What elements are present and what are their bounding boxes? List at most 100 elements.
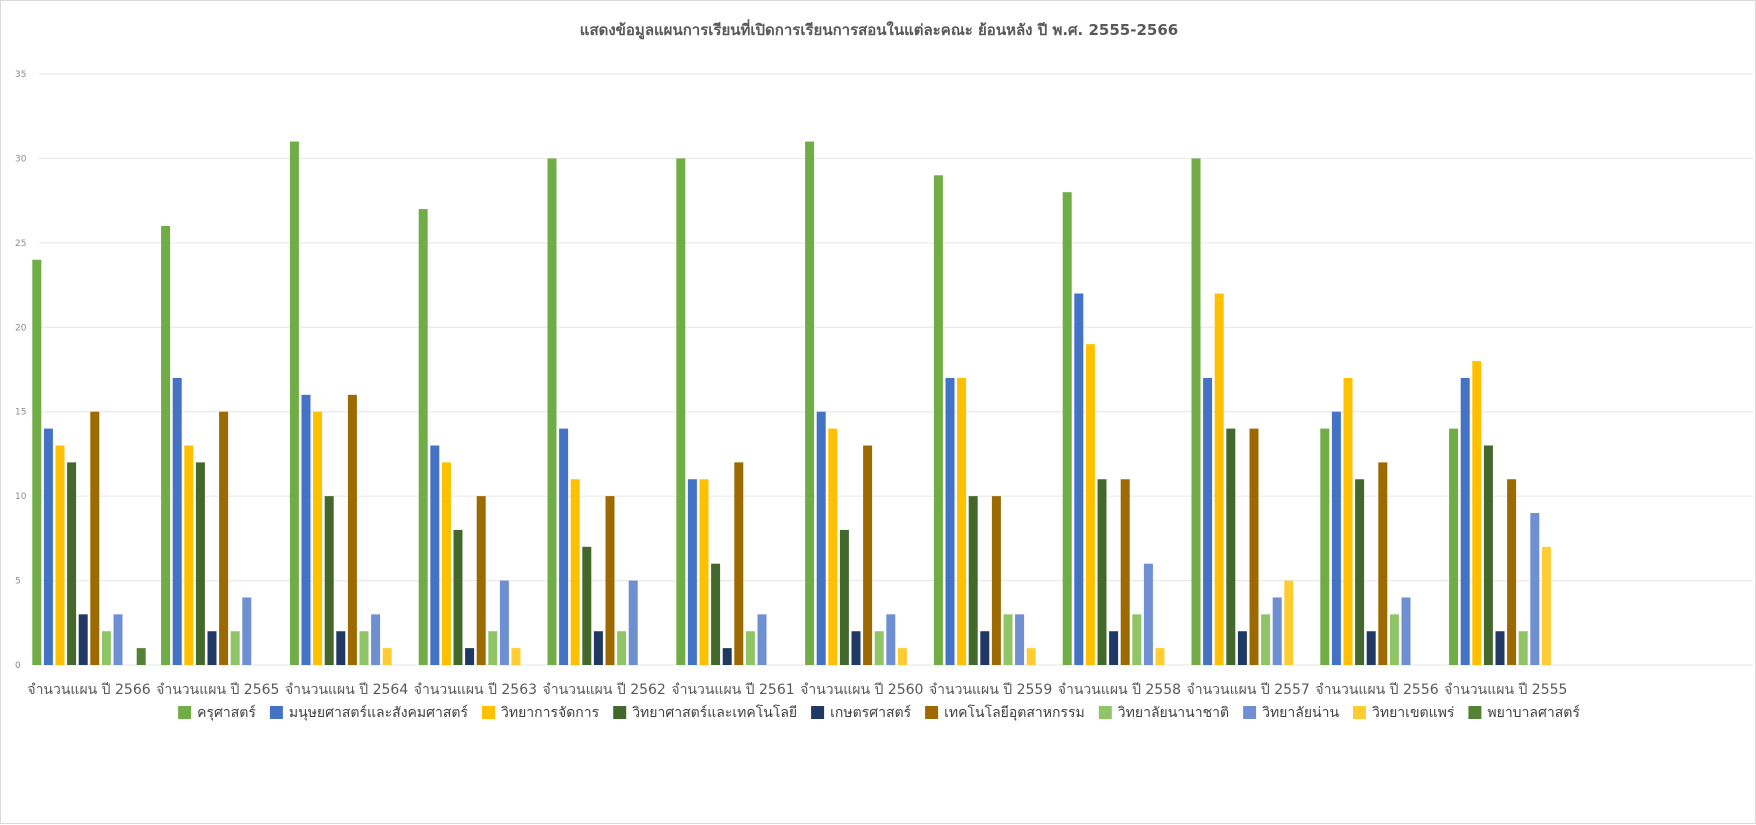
bar	[757, 614, 767, 665]
bar	[1191, 158, 1201, 665]
bar	[816, 411, 826, 665]
legend-swatch	[178, 706, 192, 719]
bar	[418, 209, 428, 665]
legend-swatch	[1353, 706, 1366, 719]
bar	[78, 614, 88, 665]
bar	[1203, 377, 1213, 665]
legend-label: วิทยาศาสตร์และเทคโนโลยี	[632, 704, 797, 721]
bar	[32, 259, 42, 665]
legend-item: มนุษยศาสตร์และสังคมศาสตร์	[269, 704, 469, 721]
bar	[1237, 631, 1247, 665]
legend-item: วิทยาศาสตร์และเทคโนโลยี	[613, 704, 797, 721]
bar	[851, 631, 861, 665]
bar	[43, 428, 53, 665]
bar	[605, 496, 615, 665]
bar	[219, 411, 229, 665]
legend-swatch	[269, 706, 283, 719]
bar	[1320, 428, 1330, 665]
bar	[863, 445, 873, 665]
bar	[55, 445, 65, 665]
bar	[828, 428, 838, 665]
bar	[1074, 293, 1084, 665]
bar	[230, 631, 240, 665]
bar	[1097, 479, 1107, 665]
bar	[1541, 546, 1551, 665]
bar	[1272, 597, 1282, 665]
bar	[289, 141, 299, 666]
bar	[1284, 580, 1294, 665]
bar	[488, 631, 498, 665]
bar	[242, 597, 252, 665]
bar	[839, 529, 849, 665]
bar	[301, 394, 311, 665]
bar	[1331, 411, 1341, 665]
x-tick-label: จำนวนแผน ปี 2563	[414, 682, 537, 698]
y-tick-label: 10	[15, 492, 27, 502]
y-tick-label: 35	[15, 70, 26, 80]
x-tick-label: จำนวนแผน ปี 2560	[800, 682, 923, 698]
bar	[886, 614, 896, 665]
bar	[1249, 428, 1259, 665]
bar	[113, 614, 123, 665]
bar	[547, 158, 557, 665]
x-axis-ticks: จำนวนแผน ปี 2566 จำนวนแผน ปี 2565 จำนวนแผน…	[27, 682, 1567, 698]
bar	[382, 648, 392, 665]
x-tick-label: จำนวนแผน ปี 2562	[543, 682, 666, 698]
legend-label: เกษตรศาสตร์	[830, 704, 911, 721]
bar	[453, 529, 463, 665]
legend-item: วิทยาการจัดการ	[482, 705, 600, 721]
bar	[1132, 614, 1142, 665]
bar	[1518, 631, 1528, 665]
bar	[1355, 479, 1365, 665]
x-tick-label: จำนวนแผน ปี 2564	[285, 682, 408, 698]
bar	[1343, 377, 1353, 665]
legend-item: พยาบาลศาสตร์	[1468, 704, 1580, 721]
x-tick-label: จำนวนแผน ปี 2558	[1058, 682, 1181, 698]
legend-label: วิทยาเขตแพร่	[1372, 705, 1455, 721]
bar	[897, 648, 907, 665]
bar	[1366, 631, 1376, 665]
x-tick-label: จำนวนแผน ปี 2556	[1315, 682, 1438, 698]
bar	[476, 496, 486, 665]
bar	[745, 631, 755, 665]
legend-item: วิทยาลัยนานาชาติ	[1098, 705, 1229, 721]
y-tick-label: 20	[15, 323, 27, 333]
bar	[313, 411, 323, 665]
bar	[359, 631, 369, 665]
bar	[582, 546, 592, 665]
bar	[1015, 614, 1025, 665]
bar	[90, 411, 100, 665]
legend-swatch	[811, 706, 825, 719]
bar	[67, 462, 77, 665]
bar	[511, 648, 521, 665]
y-tick-label: 30	[15, 154, 27, 164]
bar	[1085, 344, 1095, 665]
legend-item: เทคโนโลยีอุตสาหกรรม	[925, 704, 1085, 721]
bar	[734, 462, 744, 665]
bar	[499, 580, 509, 665]
x-tick-label: จำนวนแผน ปี 2555	[1444, 682, 1567, 698]
bar	[722, 648, 732, 665]
legend-swatch	[1098, 706, 1112, 719]
y-tick-label: 15	[15, 408, 26, 418]
legend-label: เทคโนโลยีอุตสาหกรรม	[944, 704, 1085, 721]
x-tick-label: จำนวนแผน ปี 2565	[156, 682, 279, 698]
bar	[184, 445, 194, 665]
bar	[1460, 377, 1470, 665]
bar	[136, 648, 146, 665]
bar	[711, 563, 721, 665]
bar	[172, 377, 182, 665]
bar	[933, 175, 943, 665]
bar	[336, 631, 346, 665]
bar	[805, 141, 815, 666]
bar	[161, 225, 171, 665]
legend-label: วิทยาลัยน่าน	[1262, 705, 1340, 721]
legend-item: เกษตรศาสตร์	[811, 704, 912, 721]
bar	[371, 614, 381, 665]
legend-swatch	[613, 706, 627, 719]
bar	[617, 631, 627, 665]
chart-title: แสดงข้อมูลแผนการเรียนที่เปิดการเรียนการส…	[580, 19, 1178, 40]
bar	[347, 394, 357, 665]
